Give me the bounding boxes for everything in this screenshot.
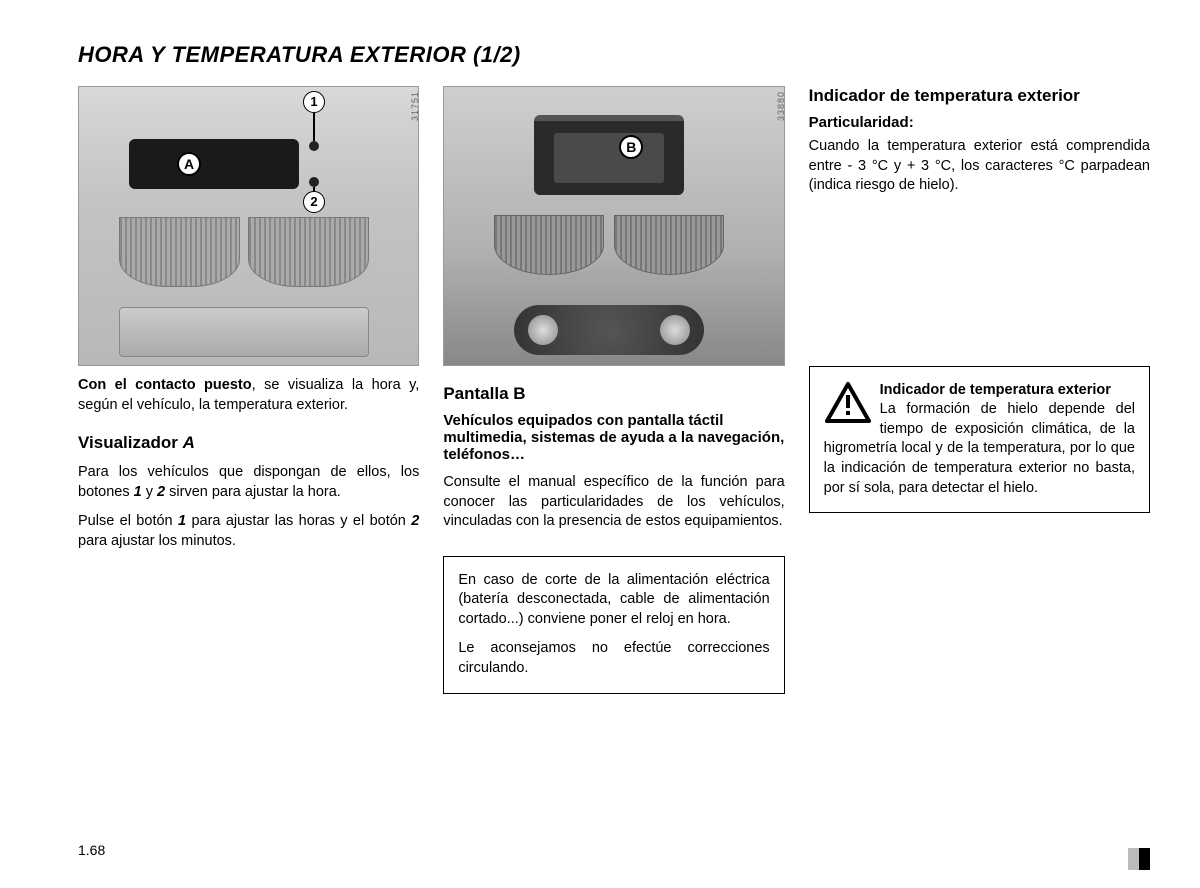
- vent-left: [119, 217, 240, 287]
- particularidad-label: Particularidad:: [809, 114, 1150, 131]
- p2a: Pulse el botón: [78, 513, 178, 529]
- knob-left: [528, 315, 558, 345]
- vent2-left: [494, 215, 604, 275]
- corner-tab-icon: [1128, 848, 1150, 870]
- column-1: 31751 A 1 2 Con el contacto puesto, se v…: [78, 86, 419, 694]
- p1b: 1: [134, 484, 142, 500]
- p2e: para ajustar los minutos.: [78, 533, 236, 549]
- air-vents: [119, 217, 369, 287]
- intro-text: Con el contacto puesto, se visualiza la …: [78, 376, 419, 415]
- heading-indicador: Indicador de temperatura exterior: [809, 86, 1150, 106]
- columns: 31751 A 1 2 Con el contacto puesto, se v…: [78, 86, 1150, 694]
- vent2-right: [614, 215, 724, 275]
- indicador-p1: Cuando la temperatura exterior está comp…: [809, 137, 1150, 196]
- radio-panel: [119, 307, 369, 357]
- info-box: En caso de corte de la alimentación eléc…: [443, 556, 784, 694]
- p2d: 2: [411, 513, 419, 529]
- info-box-p1: En caso de corte de la alimentación eléc…: [458, 571, 769, 630]
- column-3: Indicador de temperatura exterior Partic…: [809, 86, 1150, 694]
- p1c: y: [142, 484, 157, 500]
- dash-button-1: [309, 141, 319, 151]
- pantalla-p1: Consulte el manual específico de la func…: [443, 473, 784, 532]
- info-box-p2: Le aconsejamos no efectúe correcciones c…: [458, 639, 769, 678]
- p1d: 2: [157, 484, 165, 500]
- heading-visualizador: Visualizador A: [78, 433, 419, 453]
- intro-bold: Con el contacto puesto: [78, 377, 252, 393]
- knob-right: [660, 315, 690, 345]
- page-number: 1.68: [78, 842, 105, 858]
- nav-screen-housing: [534, 115, 684, 195]
- warning-triangle-icon: [824, 381, 872, 425]
- marker-a: A: [177, 152, 201, 176]
- visualizador-p1: Para los vehículos que dispongan de ello…: [78, 463, 419, 502]
- dashboard-illustration-a: 31751 A 1 2: [78, 86, 419, 366]
- visualizador-p2: Pulse el botón 1 para ajustar las horas …: [78, 512, 419, 551]
- vent-right: [248, 217, 369, 287]
- heading-visualizador-text: Visualizador: [78, 433, 183, 452]
- page-title: HORA Y TEMPERATURA EXTERIOR (1/2): [78, 42, 1150, 68]
- heading-pantalla-b: Pantalla B: [443, 384, 784, 404]
- p2c: para ajustar las horas y el botón: [186, 513, 411, 529]
- manual-page: HORA Y TEMPERATURA EXTERIOR (1/2) 31751 …: [0, 0, 1200, 724]
- callout-line-1: [313, 113, 315, 141]
- image-ref-code-2: 33880: [776, 91, 785, 121]
- dash-button-2: [309, 177, 319, 187]
- dashboard-illustration-b: 33880 B: [443, 86, 784, 366]
- warning-title: Indicador de temperatura exterior: [880, 382, 1111, 398]
- nav-screen: [554, 133, 664, 183]
- callout-2: 2: [303, 191, 325, 213]
- p2b: 1: [178, 513, 186, 529]
- image-ref-code: 31751: [410, 91, 419, 121]
- column-2: 33880 B Pantalla B Vehículos equipados c…: [443, 86, 784, 694]
- heading-visualizador-letter: A: [183, 433, 195, 452]
- dash-screen: [129, 139, 299, 189]
- callout-1: 1: [303, 91, 325, 113]
- subheading-vehiculos: Vehículos equipados con pantalla táctil …: [443, 412, 784, 463]
- climate-console: [514, 305, 704, 355]
- air-vents-2: [494, 215, 724, 275]
- p1e: sirven para ajustar la hora.: [165, 484, 341, 500]
- warning-box: Indicador de temperatura exterior La for…: [809, 366, 1150, 513]
